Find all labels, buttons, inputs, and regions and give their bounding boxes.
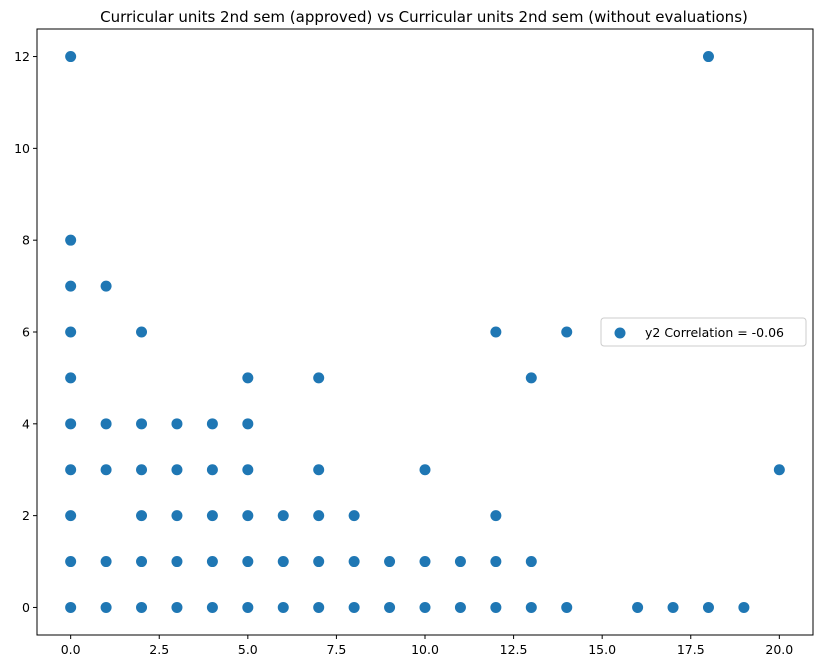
- data-point: [313, 556, 325, 568]
- x-tick-label: 7.5: [326, 642, 346, 657]
- data-point: [348, 556, 360, 568]
- data-point: [348, 601, 360, 613]
- data-point: [419, 464, 431, 476]
- data-point: [65, 280, 77, 292]
- x-axis-ticks: 0.0 2.5 5.0 7.5 10.0 12.5 15.0 17.5 20.0: [61, 635, 793, 657]
- x-tick-label: 17.5: [677, 642, 705, 657]
- data-point: [242, 372, 254, 384]
- data-point: [490, 601, 502, 613]
- x-tick-label: 20.0: [765, 642, 793, 657]
- x-tick-label: 2.5: [149, 642, 169, 657]
- x-tick-label: 0.0: [61, 642, 81, 657]
- data-point: [100, 556, 112, 568]
- data-points: [65, 51, 785, 613]
- data-point: [136, 464, 148, 476]
- data-point: [136, 510, 148, 522]
- data-point: [313, 601, 325, 613]
- data-point: [171, 510, 183, 522]
- data-point: [419, 601, 431, 613]
- data-point: [242, 464, 254, 476]
- data-point: [490, 510, 502, 522]
- data-point: [206, 601, 218, 613]
- data-point: [348, 510, 360, 522]
- data-point: [313, 372, 325, 384]
- data-point: [313, 464, 325, 476]
- data-point: [206, 556, 218, 568]
- data-point: [206, 510, 218, 522]
- data-point: [384, 556, 396, 568]
- y-tick-label: 2: [22, 508, 30, 523]
- y-tick-label: 4: [22, 416, 30, 431]
- data-point: [277, 510, 289, 522]
- x-tick-label: 5.0: [238, 642, 258, 657]
- chart-title: Curricular units 2nd sem (approved) vs C…: [100, 8, 748, 26]
- data-point: [171, 418, 183, 430]
- data-point: [206, 418, 218, 430]
- data-point: [171, 556, 183, 568]
- data-point: [454, 556, 466, 568]
- data-point: [277, 601, 289, 613]
- data-point: [561, 601, 573, 613]
- data-point: [454, 601, 466, 613]
- data-point: [490, 326, 502, 338]
- data-point: [206, 464, 218, 476]
- data-point: [100, 601, 112, 613]
- data-point: [100, 418, 112, 430]
- y-axis-ticks: 0 2 4 6 8 10 12: [14, 49, 37, 615]
- data-point: [525, 601, 537, 613]
- data-point: [702, 601, 714, 613]
- data-point: [561, 326, 573, 338]
- data-point: [100, 280, 112, 292]
- data-point: [313, 510, 325, 522]
- data-point: [65, 326, 77, 338]
- data-point: [65, 51, 77, 63]
- data-point: [702, 51, 714, 63]
- x-tick-label: 12.5: [500, 642, 528, 657]
- data-point: [384, 601, 396, 613]
- data-point: [419, 556, 431, 568]
- data-point: [65, 418, 77, 430]
- y-tick-label: 0: [22, 600, 30, 615]
- y-tick-label: 8: [22, 233, 30, 248]
- y-tick-label: 12: [14, 49, 30, 64]
- data-point: [136, 326, 148, 338]
- data-point: [136, 556, 148, 568]
- data-point: [65, 372, 77, 384]
- data-point: [65, 510, 77, 522]
- data-point: [65, 601, 77, 613]
- data-point: [773, 464, 785, 476]
- data-point: [242, 601, 254, 613]
- data-point: [65, 464, 77, 476]
- data-point: [171, 601, 183, 613]
- data-point: [100, 464, 112, 476]
- data-point: [65, 556, 77, 568]
- legend-box: [600, 317, 807, 347]
- data-point: [242, 510, 254, 522]
- data-point: [171, 464, 183, 476]
- data-point: [738, 601, 750, 613]
- legend-label: y2 Correlation = -0.06: [645, 325, 784, 340]
- x-tick-label: 15.0: [588, 642, 616, 657]
- y-tick-label: 10: [14, 141, 30, 156]
- data-point: [136, 601, 148, 613]
- data-point: [136, 418, 148, 430]
- data-point: [490, 556, 502, 568]
- legend-marker: [614, 327, 626, 339]
- data-point: [65, 234, 77, 246]
- data-point: [667, 601, 679, 613]
- data-point: [242, 556, 254, 568]
- data-point: [632, 601, 644, 613]
- legend: y2 Correlation = -0.06: [600, 317, 807, 347]
- y-tick-label: 6: [22, 325, 30, 340]
- data-point: [277, 556, 289, 568]
- data-point: [242, 418, 254, 430]
- data-point: [525, 556, 537, 568]
- x-tick-label: 10.0: [411, 642, 439, 657]
- data-point: [525, 372, 537, 384]
